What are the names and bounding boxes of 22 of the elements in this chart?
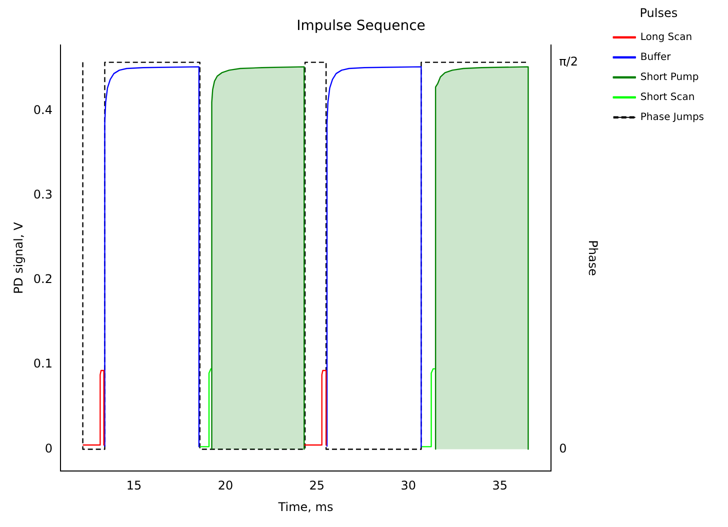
y2-tick-label: π/2 [559,54,578,68]
legend-label: Buffer [640,52,672,63]
x-tick-label: 15 [126,478,142,493]
legend-label: Short Pump [640,72,699,83]
y-axis-title: PD signal, V [11,221,26,294]
legend-label: Short Scan [640,92,695,103]
y2-axis-title: Phase [586,240,600,276]
legend-title: Pulses [640,6,678,20]
x-tick-label: 20 [218,478,234,493]
x-tick-label: 35 [492,478,508,493]
y-tick-label: 0.4 [33,102,52,117]
y-tick-label: 0.1 [33,356,52,371]
x-tick-label: 25 [309,478,325,493]
legend-label: Long Scan [640,32,692,43]
chart-title: Impulse Sequence [296,18,426,34]
y-tick-label: 0.2 [33,272,52,286]
y-tick-label: 0.3 [33,188,52,202]
x-tick-label: 30 [400,478,416,493]
x-axis-title: Time, ms [277,500,334,514]
legend-label: Phase Jumps [640,112,704,123]
y-tick-label: 0 [44,441,52,456]
y2-tick-label: 0 [559,441,567,456]
